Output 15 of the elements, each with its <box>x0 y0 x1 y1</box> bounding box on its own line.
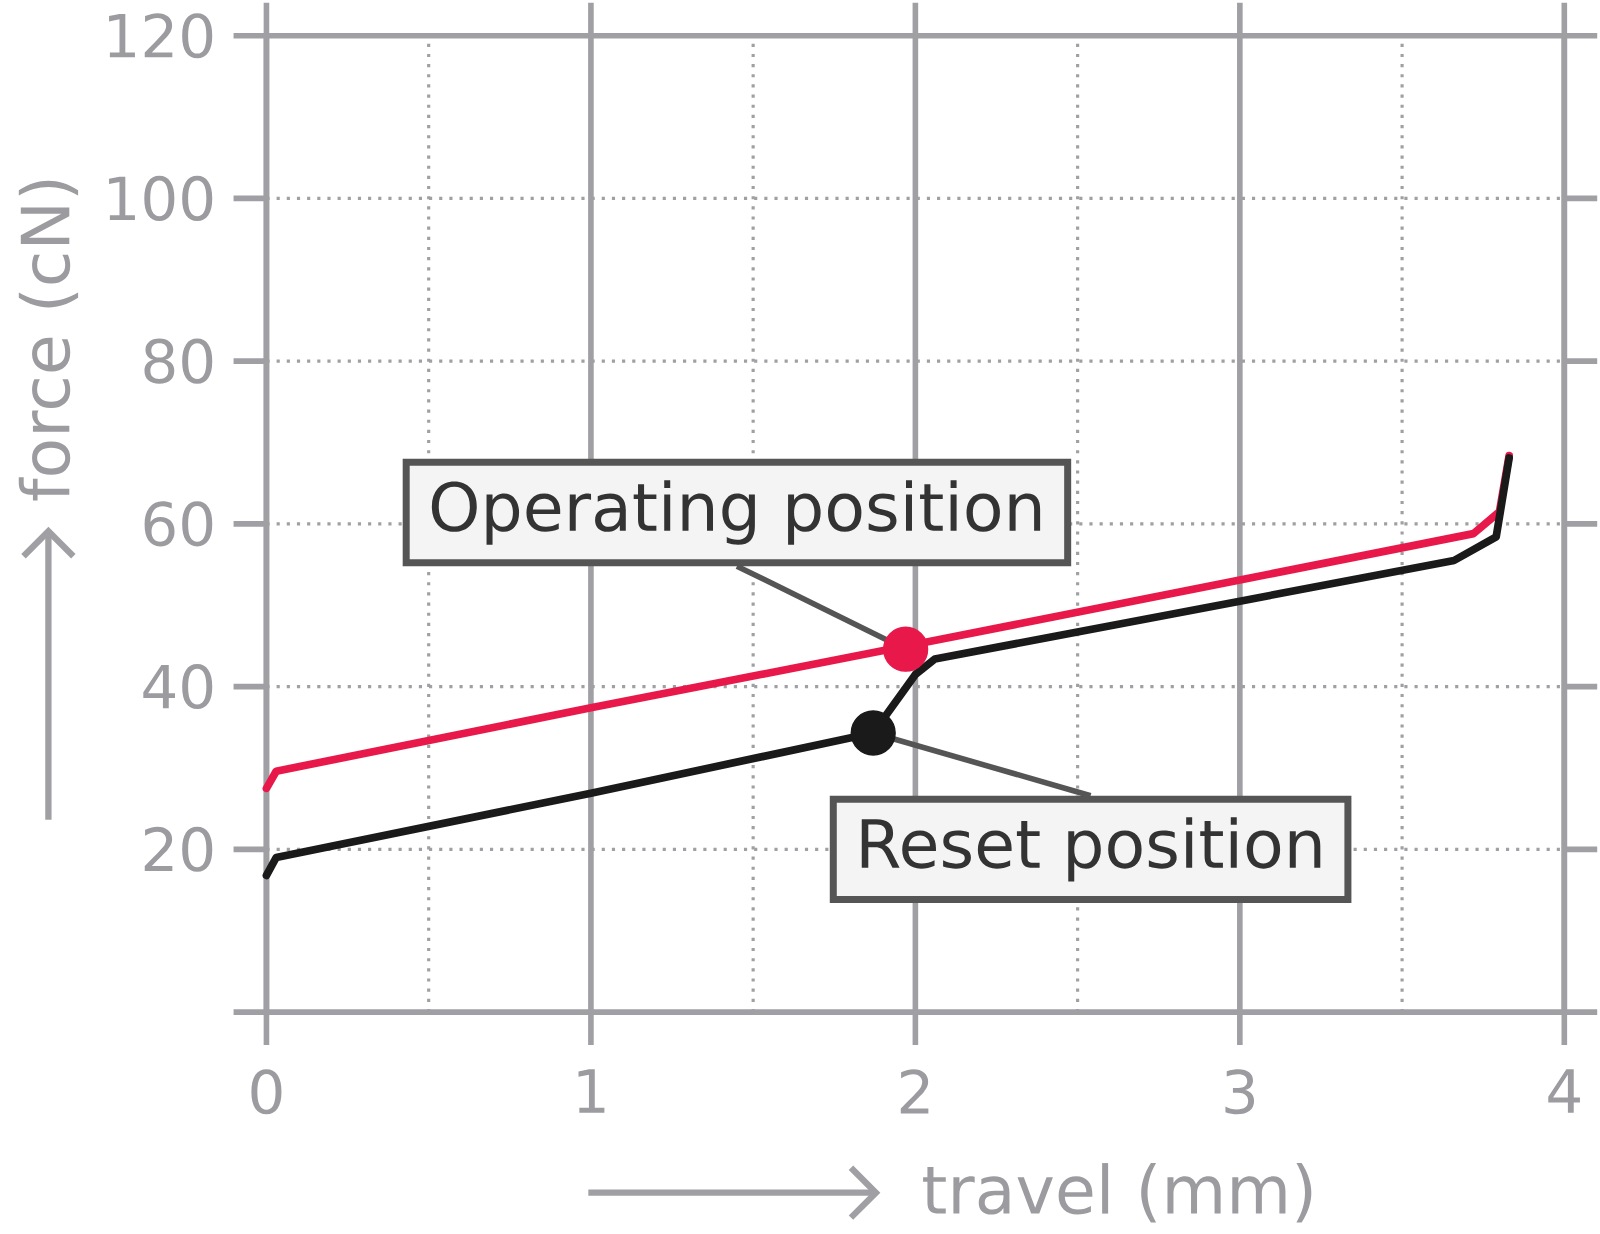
y-tick-label: 20 <box>144 826 213 872</box>
y-tick-label: 120 <box>109 13 213 59</box>
x-tick-label: 3 <box>1225 1069 1255 1115</box>
y-tick-label: 40 <box>143 664 213 710</box>
x-axis-title: travel (mm) <box>923 1163 1312 1223</box>
y-tick-label: 80 <box>144 338 213 384</box>
x-tick-label: 4 <box>1548 1069 1580 1113</box>
annotation: Operating position <box>431 480 1041 545</box>
y-tick-label: 100 <box>109 175 213 221</box>
x-tick-label: 0 <box>251 1069 282 1115</box>
y-tick-label: 60 <box>144 501 213 547</box>
x-tick-label: 2 <box>900 1069 929 1114</box>
x-tick-label: 1 <box>578 1069 605 1113</box>
y-axis-title: force (cN) <box>18 180 79 501</box>
annotation: Reset position <box>861 817 1321 882</box>
